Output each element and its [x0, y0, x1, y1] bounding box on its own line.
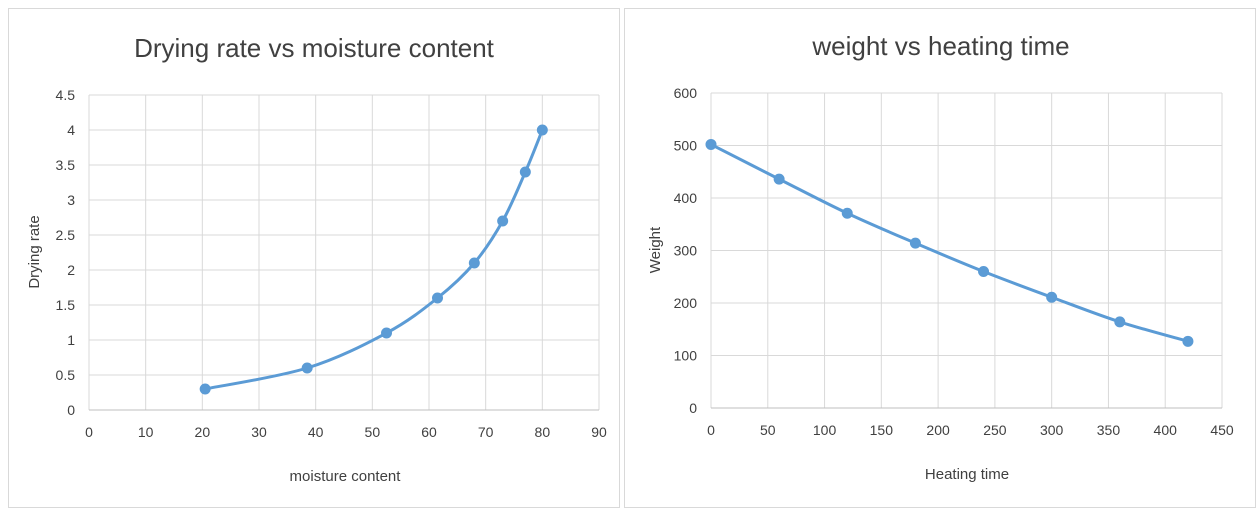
x-tick-label: 200	[926, 422, 950, 438]
x-tick-label: 80	[535, 424, 551, 440]
chart-title: weight vs heating time	[811, 31, 1069, 61]
chart-drying-rate: 0 10 20 30 40 50 60 70 80 9000.511.522.533.544.5 …	[26, 33, 607, 485]
x-tick-label: 70	[478, 424, 494, 440]
data-point	[199, 383, 211, 395]
data-point	[519, 166, 531, 178]
y-axis-label: Drying rate	[26, 215, 43, 288]
x-tick-label: 0	[707, 422, 715, 438]
y-axis-label: Weight	[647, 226, 664, 273]
data-point	[432, 292, 443, 304]
chart-weight: 0 50 100 150 200 250 300 350 400 450 0 100 200 300 400…	[647, 31, 1234, 483]
y-tick-label: 100	[674, 348, 698, 364]
chart-panel-drying-rate: 0 10 20 30 40 50 60 70 80 90 0 0.5 1 1.5 2 2.5 3 3.5 4 4.5 …	[8, 8, 620, 508]
data-point	[1046, 291, 1058, 303]
y-tick-label: 400	[674, 190, 698, 206]
x-tick-label: 300	[1040, 422, 1064, 438]
y-tick-label: 2	[67, 262, 75, 278]
series-line	[203, 128, 544, 391]
y-tick-label: 2.5	[56, 227, 76, 243]
chart-title: Drying rate vs moisture content	[134, 33, 495, 63]
x-tick-label: 450	[1210, 422, 1234, 438]
x-tick-label: 400	[1154, 422, 1178, 438]
x-tick-label: 0	[85, 424, 93, 440]
x-axis-label: Heating time	[925, 466, 1009, 483]
data-point	[978, 266, 990, 277]
data-point	[536, 124, 548, 136]
data-point	[468, 257, 480, 269]
y-tick-label: 3	[67, 192, 75, 208]
x-tick-label: 60	[421, 424, 437, 440]
y-tick-label: 1.5	[56, 297, 76, 313]
y-tick-label: 0.5	[56, 367, 76, 383]
data-point	[1182, 335, 1194, 347]
x-tick-label: 50	[760, 422, 776, 438]
data-point	[1114, 316, 1126, 328]
x-tick-label: 10	[138, 424, 154, 440]
data-point	[705, 138, 717, 150]
data-point	[301, 362, 313, 374]
x-tick-label: 20	[195, 424, 211, 440]
series-line	[709, 142, 1190, 343]
y-tick-label: 300	[674, 243, 698, 259]
x-tick-label: 150	[870, 422, 894, 438]
y-tick-label: 3.5	[56, 157, 76, 173]
x-tick-label: 30	[251, 424, 267, 440]
x-tick-label: 50	[365, 424, 381, 440]
data-point	[381, 327, 392, 339]
y-tick-label: 4	[67, 122, 75, 138]
y-tick-label: 4.5	[56, 87, 76, 103]
chart-panel-weight: 0 50 100 150 200 250 300 350 400 450 0 100 200 300 400…	[624, 8, 1256, 508]
x-tick-label: 350	[1097, 422, 1121, 438]
data-point	[773, 173, 785, 185]
y-tick-label: 200	[674, 295, 698, 311]
x-tick-label: 100	[813, 422, 837, 438]
y-tick-label: 1	[67, 332, 75, 348]
x-tick-label: 250	[983, 422, 1007, 438]
data-point	[497, 215, 509, 227]
x-axis-label: moisture content	[290, 468, 402, 485]
x-tick-label: 40	[308, 424, 324, 440]
data-point	[841, 207, 853, 219]
y-tick-label: 0	[67, 402, 75, 418]
data-point	[909, 237, 921, 249]
y-tick-label: 500	[674, 138, 698, 154]
x-tick-label: 90	[591, 424, 607, 440]
y-tick-label: 0	[689, 400, 697, 416]
y-tick-label: 600	[674, 85, 698, 101]
